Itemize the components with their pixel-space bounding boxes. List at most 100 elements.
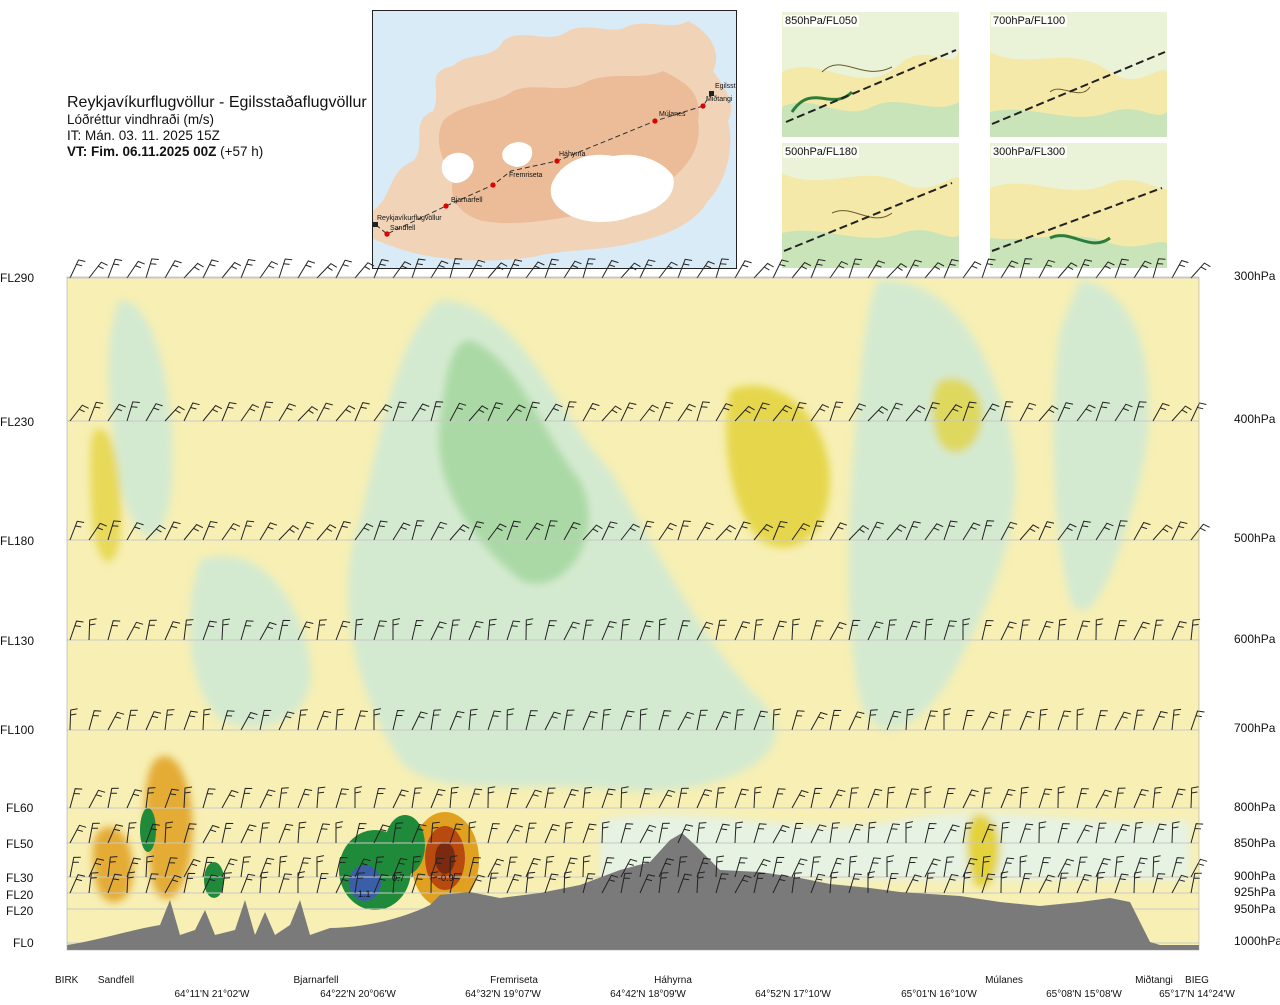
wind-barb [373,708,381,730]
contour-down-region-4 [1053,280,1150,611]
wind-barb [221,789,239,809]
wind-barb [316,524,337,541]
wind-barb [715,711,732,731]
contour-label-1-1: 1.1 [358,889,371,899]
wind-barb [449,873,462,894]
wind-barb [791,618,801,641]
wind-barb [867,405,889,422]
wind-barb [278,258,293,279]
wind-barb [1076,708,1085,731]
wind-barb [1000,709,1012,731]
wind-barb [1000,521,1018,541]
wind-barb [715,619,727,641]
wind-barb [1190,523,1210,541]
wind-barb [601,788,616,809]
mini-map-700-graphic [990,12,1167,137]
wind-barb [221,618,231,641]
wind-barb [69,874,86,894]
map-label-sandfell: Sandfell [390,225,416,232]
wind-barb [943,620,957,641]
wind-barb [411,873,426,894]
mini-map-700-label: 700hPa/FL100 [991,15,1068,27]
wind-barb [354,618,364,641]
wind-barb [392,871,402,894]
wind-barb [658,522,677,541]
pressure-gridlines [67,277,1199,944]
wind-barb [1152,258,1166,279]
wind-barb [829,789,846,809]
wind-barb [126,621,144,641]
wind-barb [354,402,370,422]
wind-barb [962,261,982,279]
wind-barb [373,856,385,878]
wind-barb [202,404,223,422]
wind-barb [658,261,678,279]
wind-barb [1095,871,1106,894]
wind-barb [639,708,648,731]
wind-barb [905,821,913,843]
wind-barb [601,405,622,422]
station-label-bieg: BIEG [1185,975,1209,986]
wind-barb [791,261,812,279]
wind-barb [791,858,808,878]
wind-barb [373,520,388,541]
wind-barb [696,857,711,878]
wind-barb [145,711,162,731]
wind-barb [145,258,159,279]
wind-barb [544,403,563,422]
map-label-bjarnarfell: Bjarnarfell [451,197,483,204]
valid-time-bold: VT: Fim. 06.11.2025 00Z [67,144,217,159]
wind-barb [1190,786,1199,809]
wind-barb [1114,873,1129,894]
wind-barb [145,524,166,541]
wind-barb [164,260,182,279]
wind-barb [639,856,651,878]
wind-barb [1057,402,1074,422]
wind-barb [867,788,883,809]
coord-label-6: 65°01'N 16°10'W [901,989,977,1000]
wind-barb [1000,621,1017,641]
wind-barb [335,874,352,894]
wind-barb [753,823,767,844]
wind-barb [753,858,771,878]
wind-barb [506,874,522,894]
wind-barb [905,405,926,422]
mini-map-850-graphic [782,12,959,137]
wind-barb [829,522,848,541]
wind-barb [69,620,84,641]
fl-label-60: FL60 [6,801,34,815]
wind-barb [829,401,844,422]
wind-barb [449,402,467,422]
wind-barb [449,823,464,844]
wind-barb [848,873,862,894]
wind-barb [183,402,200,422]
wind-barb [221,822,234,844]
wind-barb [924,872,936,894]
wind-barb [867,857,881,878]
wind-barb [772,824,790,844]
wind-barb [658,710,672,731]
wind-barb [829,709,842,731]
wind-barb [1133,621,1150,641]
wind-barb [259,822,270,844]
wind-barb [335,405,356,422]
wind-barb [88,261,108,279]
glacier-langjokull [441,152,474,183]
wind-barb [1057,858,1074,878]
wind-barb [430,521,448,541]
wind-barb [1076,824,1093,844]
wind-barb [221,401,237,422]
wind-barb [316,262,338,279]
wind-barb [943,404,963,422]
wind-barb [1171,821,1180,844]
wind-barb [278,403,297,422]
wind-barb [1076,874,1092,894]
wind-barb [753,619,764,641]
wind-barb [1057,710,1072,731]
wind-barb [981,873,996,894]
wind-barb [88,872,99,894]
wind-barb [848,619,861,641]
wind-barb [981,823,997,844]
wind-barb [810,403,830,422]
wind-barb [126,822,137,844]
